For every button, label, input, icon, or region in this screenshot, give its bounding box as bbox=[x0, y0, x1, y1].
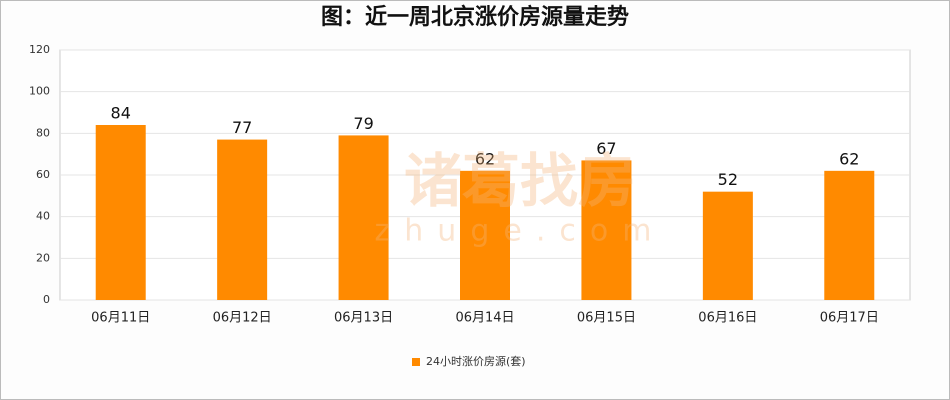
marks: 0 20 40 60 80 100 120 06月11日 06月12日 06月13日 06月14日 0… bbox=[29, 43, 910, 368]
x-tick-label: 06月11日 bbox=[91, 311, 150, 326]
bar bbox=[217, 139, 268, 300]
y-tick-label: 60 bbox=[36, 168, 50, 181]
x-tick-label: 06月14日 bbox=[455, 311, 514, 326]
watermark: 诸葛找房 bbox=[404, 147, 636, 215]
bar bbox=[581, 160, 632, 300]
bar bbox=[338, 135, 389, 300]
legend-swatch bbox=[412, 358, 420, 366]
x-tick-label: 06月15日 bbox=[577, 311, 636, 326]
value-label: 79 bbox=[353, 114, 373, 133]
value-label: 52 bbox=[718, 170, 738, 189]
chart-title: 图：近一周北京涨价房源量走势 bbox=[321, 4, 629, 30]
bar bbox=[824, 170, 875, 300]
x-tick-label: 06月16日 bbox=[698, 311, 757, 326]
value-label: 67 bbox=[596, 139, 616, 158]
bar bbox=[460, 170, 510, 300]
bar bbox=[95, 125, 146, 300]
legend-label: 24小时涨价房源(套) bbox=[426, 354, 526, 368]
y-tick-label: 80 bbox=[36, 126, 50, 139]
y-tick-label: 40 bbox=[36, 210, 50, 223]
value-label: 77 bbox=[232, 118, 252, 137]
value-label: 62 bbox=[839, 149, 859, 168]
y-tick-label: 0 bbox=[43, 293, 50, 306]
x-tick-label: 06月12日 bbox=[213, 311, 272, 326]
y-tick-label: 20 bbox=[36, 251, 50, 264]
y-tick-label: 100 bbox=[29, 85, 50, 98]
watermark: zhuge.com bbox=[375, 214, 666, 249]
y-tick-label: 120 bbox=[29, 43, 50, 56]
bar bbox=[702, 191, 753, 300]
value-label: 62 bbox=[475, 149, 495, 168]
x-tick-label: 06月13日 bbox=[334, 311, 393, 326]
value-label: 84 bbox=[111, 104, 131, 123]
x-tick-label: 06月17日 bbox=[820, 311, 879, 326]
